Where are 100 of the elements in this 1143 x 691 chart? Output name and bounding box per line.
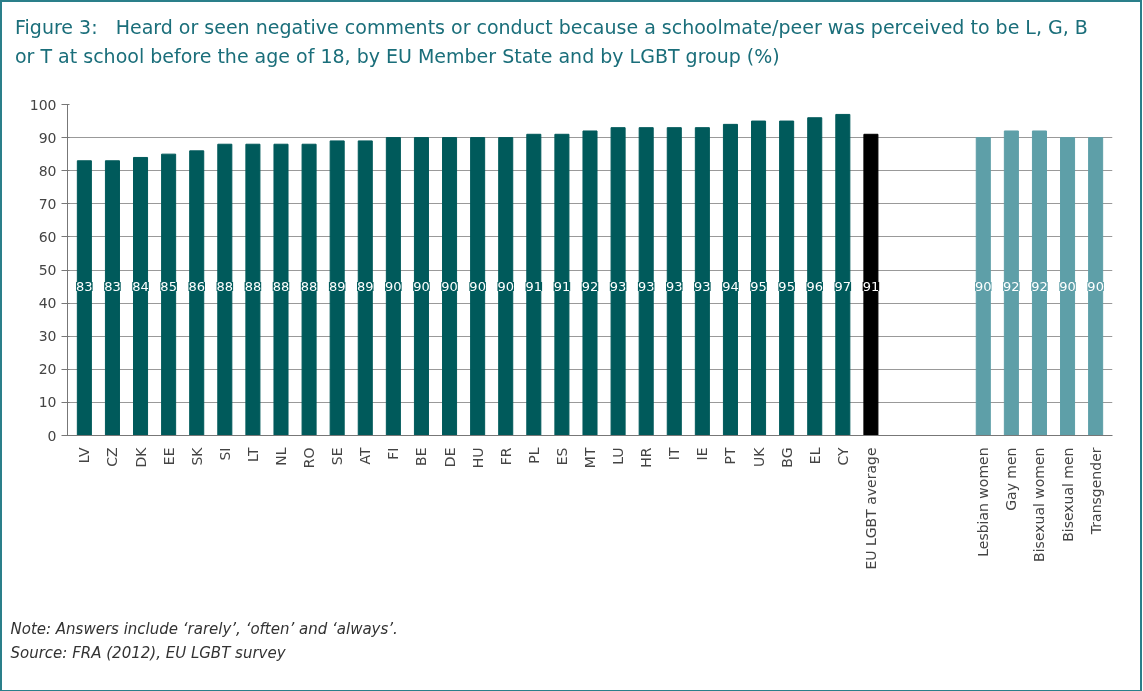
bar [245, 143, 261, 436]
y-tick-label: 20 [38, 361, 57, 378]
y-tick-label: 0 [47, 427, 57, 444]
data-label: 88 [300, 279, 318, 295]
data-label: 92 [581, 279, 599, 295]
y-tick-label: 30 [38, 328, 57, 345]
x-tick-label: UK [750, 446, 767, 467]
x-tick-label: Bisexual men [1059, 447, 1076, 542]
data-label: 96 [806, 279, 824, 295]
bar [582, 130, 598, 436]
data-label: 91 [553, 279, 571, 295]
bar [76, 160, 92, 436]
y-tick-label: 100 [29, 96, 57, 113]
x-tick-label: DE [441, 447, 458, 468]
bar [217, 143, 233, 436]
data-label: 83 [76, 279, 93, 295]
x-tick-label: DK [132, 446, 149, 468]
bar [694, 127, 710, 436]
data-label: 89 [328, 279, 346, 295]
bar [554, 133, 570, 436]
bar [1031, 130, 1047, 436]
bar [1088, 137, 1104, 436]
data-label: 88 [244, 279, 262, 295]
x-tick-label: SI [216, 447, 233, 461]
y-tick-label: 50 [38, 262, 57, 278]
x-tick-label: LV [76, 447, 93, 464]
bar [638, 127, 654, 436]
data-label: 91 [862, 279, 880, 295]
data-label: 90 [441, 279, 458, 295]
x-tick-label: PT [722, 447, 739, 465]
x-tick-label: SE [329, 447, 346, 466]
bar [863, 133, 879, 436]
x-tick-label: LT [244, 447, 261, 462]
y-tick-label: 80 [38, 162, 57, 179]
x-tick-label: RO [301, 447, 318, 469]
data-label: 86 [188, 279, 205, 295]
bar [666, 127, 682, 436]
bar [104, 160, 120, 436]
y-tick-label: 10 [38, 394, 57, 411]
bar [751, 120, 767, 436]
x-tick-label: BG [778, 447, 795, 468]
x-tick-label: HR [638, 447, 655, 468]
bar [722, 123, 738, 436]
data-label: 88 [272, 279, 290, 295]
bar [189, 150, 205, 436]
bar [133, 156, 149, 436]
data-label: 93 [666, 279, 683, 295]
x-tick-label: ES [553, 447, 570, 466]
x-tick-label: PL [525, 447, 542, 464]
x-tick-label: Gay men [1003, 447, 1020, 511]
bar [161, 153, 177, 436]
y-tick-label: 60 [38, 228, 57, 245]
bar [442, 137, 458, 436]
y-tick-label: 70 [38, 195, 57, 212]
x-tick-label: CY [834, 447, 851, 466]
bar [357, 140, 373, 436]
x-tick-label: BE [413, 447, 430, 466]
y-tick-label: 40 [38, 295, 57, 312]
x-tick-label: MT [582, 447, 598, 469]
x-tick-label: NL [272, 447, 289, 466]
data-label: 92 [1031, 279, 1048, 295]
x-tick-label: LU [610, 447, 627, 465]
bar [470, 137, 486, 436]
bar [807, 117, 823, 436]
source-note: Source: FRA (2012), EU LGBT survey [10, 643, 287, 662]
data-label: 84 [132, 279, 149, 295]
bar [975, 137, 991, 436]
x-tick-label: HU [469, 447, 486, 469]
bar [329, 140, 345, 436]
bar [301, 143, 317, 436]
x-tick-label: FI [385, 447, 402, 460]
data-label: 97 [834, 279, 852, 295]
data-label: 90 [1059, 279, 1076, 295]
x-tick-label: EL [806, 447, 823, 465]
data-label: 93 [637, 279, 655, 295]
bar [779, 120, 795, 436]
x-tick-label: SK [188, 446, 205, 466]
bar [273, 143, 289, 436]
data-label: 83 [104, 279, 121, 295]
data-label: 93 [609, 279, 627, 295]
bar [385, 137, 401, 436]
x-tick-label: IT [666, 447, 683, 461]
y-tick-label: 90 [38, 129, 57, 146]
data-label: 95 [750, 279, 767, 295]
data-label: 94 [722, 279, 739, 295]
data-label: 90 [497, 279, 514, 295]
bar [498, 137, 514, 436]
x-tick-label: Bisexual women [1031, 447, 1048, 562]
x-tick-label: FR [497, 447, 514, 466]
data-label: 88 [216, 279, 234, 295]
x-tick-label: Lesbian women [975, 447, 992, 557]
bar [1060, 137, 1076, 436]
data-label: 93 [694, 279, 711, 295]
data-label: 90 [385, 279, 402, 295]
data-label: 92 [1003, 279, 1020, 295]
text: Note: Answers include ‘rarely’, ‘often’ and ‘always’. [10, 619, 398, 638]
bar [1003, 130, 1019, 436]
data-label: 91 [525, 279, 543, 295]
data-label: 90 [413, 279, 430, 295]
bar [413, 137, 429, 436]
